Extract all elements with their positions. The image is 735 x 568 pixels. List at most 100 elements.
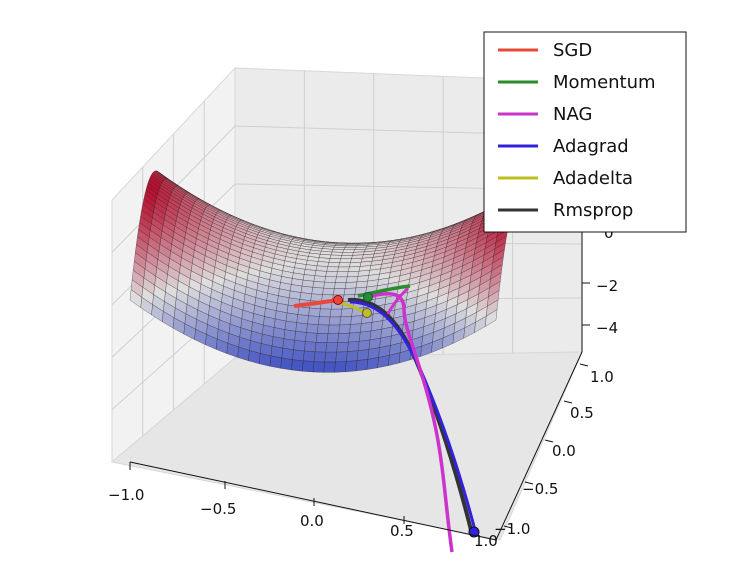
- legend-label: NAG: [553, 104, 592, 125]
- y-axis-line: [495, 351, 583, 541]
- surface-facet: [339, 316, 352, 326]
- surface-facet: [348, 331, 361, 343]
- surface-facet: [347, 266, 361, 272]
- z-tick-label: 0: [604, 224, 614, 242]
- surface-facet: [313, 351, 327, 363]
- x-tick-label: −0.5: [200, 500, 236, 518]
- y-tick-label: 1.0: [590, 368, 614, 386]
- surface-facet: [296, 314, 309, 325]
- y-axis-ticks: −1.0 −0.5 0.0 0.5 1.0: [494, 363, 614, 538]
- surface-facet: [335, 276, 348, 283]
- surface-facet: [342, 249, 356, 253]
- surface-facet: [366, 357, 379, 370]
- legend-box: [483, 31, 687, 233]
- surface-facet: [334, 282, 347, 289]
- axis-lines: [129, 210, 583, 541]
- surface-facet: [329, 308, 343, 318]
- surface-facet: [316, 324, 330, 334]
- surface-facet: [358, 330, 372, 342]
- surface-facet: [327, 324, 341, 334]
- surface-facet: [306, 323, 319, 334]
- surface-facet: [312, 361, 326, 373]
- y-tick-label: −1.0: [494, 520, 530, 538]
- surface-facet: [325, 342, 338, 353]
- surface-facet: [294, 331, 307, 342]
- z-tick-label: −2: [596, 277, 618, 295]
- surface-facet: [329, 254, 343, 260]
- surface-facet: [307, 315, 320, 325]
- surface-facet: [341, 252, 354, 256]
- y-tick-label: 0.0: [552, 442, 576, 460]
- surface-facet: [356, 349, 370, 361]
- surface-facet: [349, 261, 362, 268]
- z-tick-label: −4: [596, 319, 618, 337]
- surface-facet: [326, 333, 340, 343]
- surface-facet: [336, 271, 349, 278]
- surface-facet: [338, 262, 351, 268]
- surface-facet: [292, 349, 305, 362]
- surface-facet: [303, 350, 316, 362]
- surface-facet: [326, 266, 339, 273]
- marker-adadelta: [362, 308, 372, 318]
- surface-facet: [295, 322, 308, 333]
- surface-facet: [345, 276, 359, 283]
- surface-facet: [323, 281, 336, 289]
- legend-label: Adadelta: [553, 168, 633, 189]
- surface-facet: [325, 271, 338, 278]
- surface-facet: [335, 351, 348, 363]
- surface-facet: [328, 316, 342, 326]
- surface-facet: [258, 353, 272, 367]
- surface-facet: [346, 270, 360, 278]
- x-tick-label: 1.0: [474, 532, 498, 550]
- surface-facet: [315, 333, 329, 343]
- surface-facet: [339, 258, 352, 263]
- path-momentum: [357, 284, 411, 298]
- x-tick-label: −1.0: [108, 486, 144, 504]
- legend-label: Adagrad: [553, 136, 629, 157]
- surface-facet: [328, 258, 342, 263]
- surface-facet: [343, 247, 357, 251]
- surface-facet: [484, 309, 498, 327]
- surface-facet: [314, 342, 328, 353]
- surface-facet: [310, 293, 323, 302]
- surface-facet: [297, 306, 310, 317]
- surface-facet: [337, 332, 350, 343]
- surface-facet: [311, 287, 324, 295]
- surface-facet: [340, 255, 353, 260]
- surface-facet: [332, 288, 346, 296]
- optimizer-paths: [293, 284, 480, 553]
- surface-facet: [327, 262, 340, 268]
- x-axis-line: [129, 461, 497, 541]
- surface-facet: [344, 281, 358, 289]
- surface-facet: [319, 308, 332, 318]
- surface-facet: [347, 340, 360, 352]
- surface-facet: [280, 357, 293, 371]
- marker-sgd: [333, 295, 343, 305]
- legend-entry: NAG: [498, 104, 592, 125]
- surface-facet: [291, 359, 304, 372]
- path-nag: [371, 291, 454, 553]
- x-tick-label: 0.0: [300, 512, 324, 530]
- surface-facet: [349, 323, 362, 334]
- legend-label: Momentum: [553, 72, 656, 93]
- marker-momentum: [363, 292, 373, 302]
- surface-facet: [301, 360, 315, 373]
- y-tick-label: 0.5: [570, 404, 594, 422]
- z-axis-ticks: 0 −2 −4: [582, 224, 618, 337]
- x-tick-label: 0.5: [390, 522, 414, 540]
- legend-label: Rmsprop: [553, 200, 633, 221]
- surface-facet: [282, 338, 295, 351]
- surface-facet: [312, 281, 325, 289]
- surface-facet: [322, 287, 335, 296]
- surface-facet: [357, 339, 371, 352]
- surface-facet: [337, 266, 350, 272]
- surface-facet: [343, 287, 357, 296]
- surface-facet: [318, 316, 331, 326]
- legend-entry: Adadelta: [498, 168, 633, 189]
- surface-facet: [281, 347, 294, 360]
- surface-facet: [345, 360, 358, 373]
- surface-facet: [324, 276, 337, 283]
- surface-facet: [355, 358, 369, 372]
- surface-facet: [305, 332, 318, 343]
